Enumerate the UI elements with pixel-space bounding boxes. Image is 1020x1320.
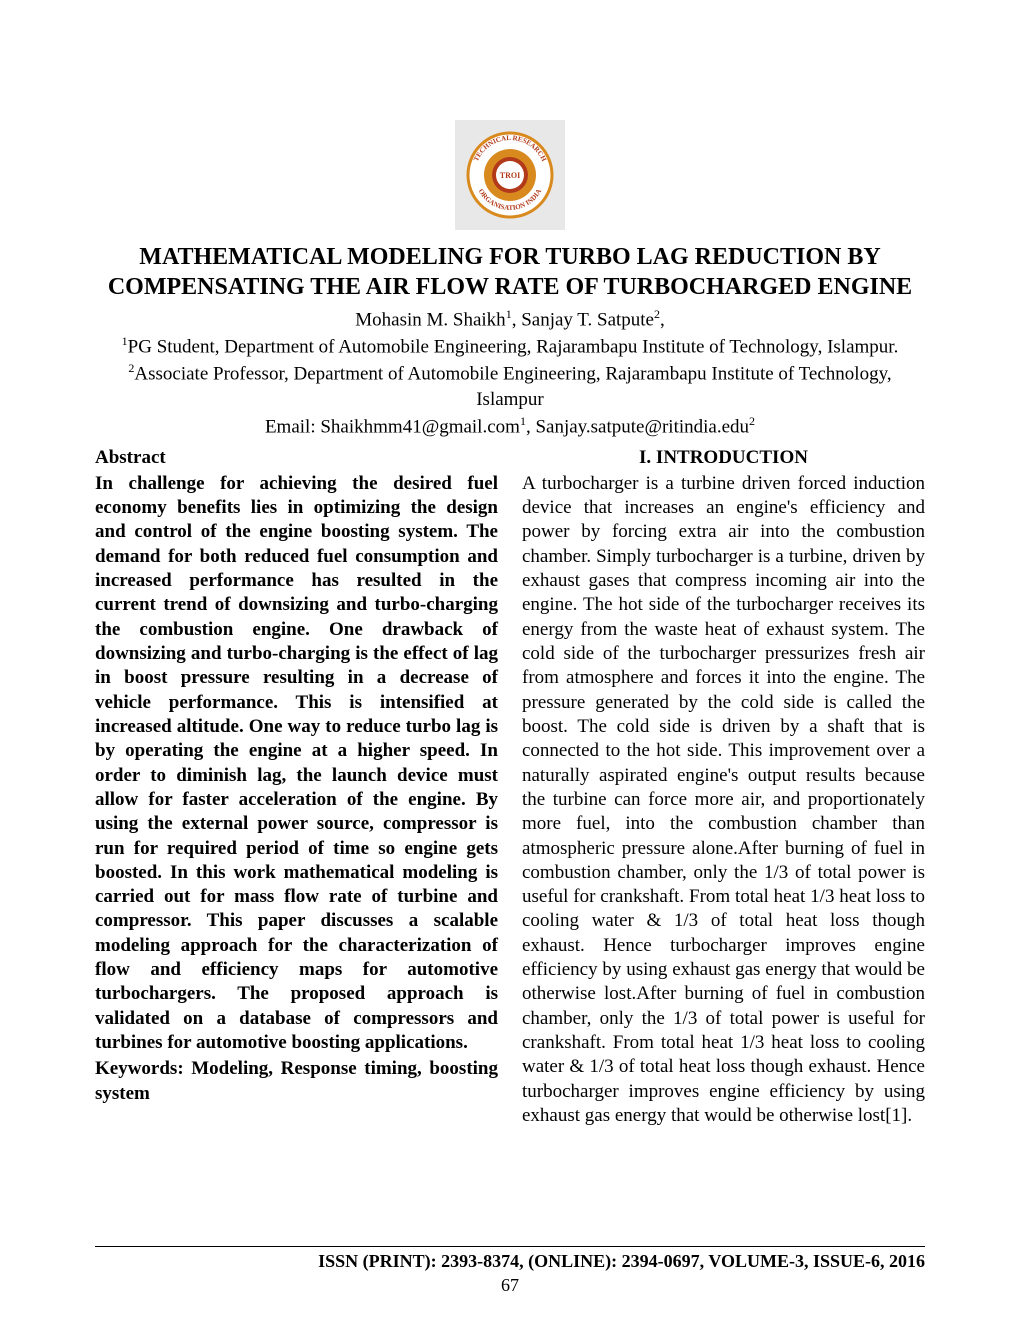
logo-svg: TECHNICAL RESEARCH ORGANISATION INDIA TR… [460, 125, 560, 225]
email-sep: , [526, 416, 536, 437]
logo-center-text: TROI [500, 171, 520, 180]
two-column-body: Abstract In challenge for achieving the … [95, 446, 925, 1129]
author-1: Mohasin M. Shaikh [355, 309, 505, 330]
introduction-heading: I. INTRODUCTION [522, 446, 925, 470]
authors-line: Mohasin M. Shaikh1, Sanjay T. Satpute2, [95, 306, 925, 333]
email-2-sup: 2 [749, 414, 755, 428]
email-label: Email: [265, 416, 320, 437]
email-1: Shaikhmm41@gmail.com [320, 416, 520, 437]
author-2: , Sanjay T. Satpute [512, 309, 654, 330]
paper-title: MATHEMATICAL MODELING FOR TURBO LAG REDU… [95, 242, 925, 302]
keywords-line: Keywords: Modeling, Response timing, boo… [95, 1057, 498, 1106]
abstract-heading: Abstract [95, 446, 498, 470]
logo-container: TECHNICAL RESEARCH ORGANISATION INDIA TR… [95, 120, 925, 230]
email-2: Sanjay.satpute@ritindia.edu [535, 416, 749, 437]
affiliation-1: 1PG Student, Department of Automobile En… [95, 333, 925, 360]
affil-1-text: PG Student, Department of Automobile Eng… [128, 336, 899, 357]
affil-2-text: Associate Professor, Department of Autom… [134, 363, 891, 410]
right-column: I. INTRODUCTION A turbocharger is a turb… [522, 446, 925, 1129]
abstract-body: In challenge for achieving the desired f… [95, 472, 498, 1056]
affiliation-2: 2Associate Professor, Department of Auto… [95, 360, 925, 413]
page-number: 67 [0, 1275, 1020, 1296]
authors-suffix: , [660, 309, 665, 330]
introduction-body: A turbocharger is a turbine driven force… [522, 472, 925, 1128]
email-line: Email: Shaikhmm41@gmail.com1, Sanjay.sat… [95, 413, 925, 440]
journal-logo: TECHNICAL RESEARCH ORGANISATION INDIA TR… [455, 120, 565, 230]
left-column: Abstract In challenge for achieving the … [95, 446, 498, 1129]
footer-issn: ISSN (PRINT): 2393-8374, (ONLINE): 2394-… [95, 1246, 925, 1272]
